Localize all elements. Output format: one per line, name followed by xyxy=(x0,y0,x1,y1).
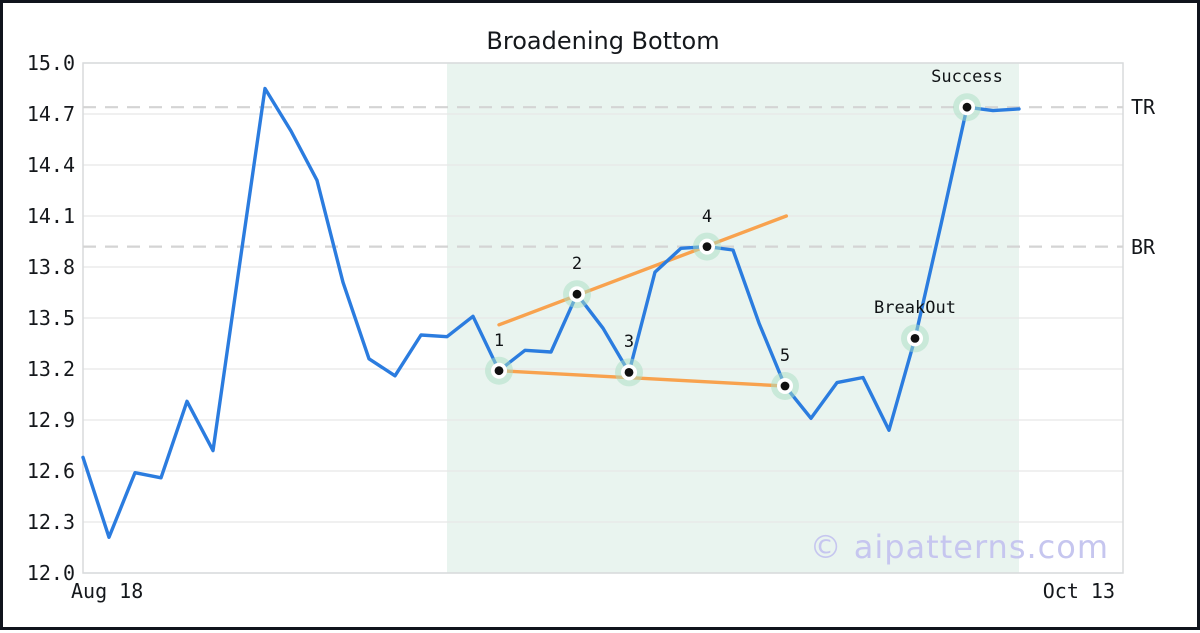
y-tick-label: 13.8 xyxy=(26,255,75,279)
y-tick-label: 14.1 xyxy=(26,204,75,228)
level-label-tr: TR xyxy=(1131,95,1156,120)
marker-dot-success xyxy=(962,102,972,112)
y-tick-label: 12.6 xyxy=(26,459,75,483)
marker-dot-2 xyxy=(572,289,582,299)
level-label-br: BR xyxy=(1131,234,1156,259)
y-tick-label: 12.9 xyxy=(26,408,75,432)
y-tick-label: 14.4 xyxy=(26,153,75,177)
marker-label-success: Success xyxy=(931,67,1003,88)
x-axis-end-label: Oct 13 xyxy=(1042,579,1115,603)
marker-label-2: 2 xyxy=(571,254,583,275)
marker-dot-3 xyxy=(624,368,634,377)
marker-dot-5 xyxy=(780,381,790,391)
chart-canvas xyxy=(81,62,1124,574)
y-tick-label: 14.7 xyxy=(26,102,75,126)
x-axis-start-label: Aug 18 xyxy=(71,579,144,603)
chart-title: Broadening Bottom xyxy=(486,27,720,55)
marker-label-3: 3 xyxy=(623,332,635,353)
marker-dot-breakout xyxy=(910,334,920,343)
marker-label-5: 5 xyxy=(779,346,791,366)
y-tick-label: 15.0 xyxy=(26,51,75,75)
trendline-lower xyxy=(497,369,787,388)
y-tick-label: 12.3 xyxy=(26,510,75,534)
y-tick-label: 12.0 xyxy=(26,561,75,585)
y-tick-label: 13.5 xyxy=(26,306,75,330)
y-tick-label: 13.2 xyxy=(26,357,75,381)
marker-dot-1 xyxy=(494,366,504,376)
marker-label-1: 1 xyxy=(493,330,505,351)
trendline-upper xyxy=(497,214,788,327)
marker-label-breakout: BreakOut xyxy=(874,298,956,319)
broadening-bottom-chart: Broadening Bottom Aug 18 Oct 13 © aipatt… xyxy=(3,3,1197,627)
watermark: © aipatterns.com xyxy=(809,528,1109,566)
marker-label-4: 4 xyxy=(701,206,713,227)
plot-border xyxy=(82,62,1124,574)
marker-dot-4 xyxy=(702,242,712,252)
price-line xyxy=(81,86,1021,539)
